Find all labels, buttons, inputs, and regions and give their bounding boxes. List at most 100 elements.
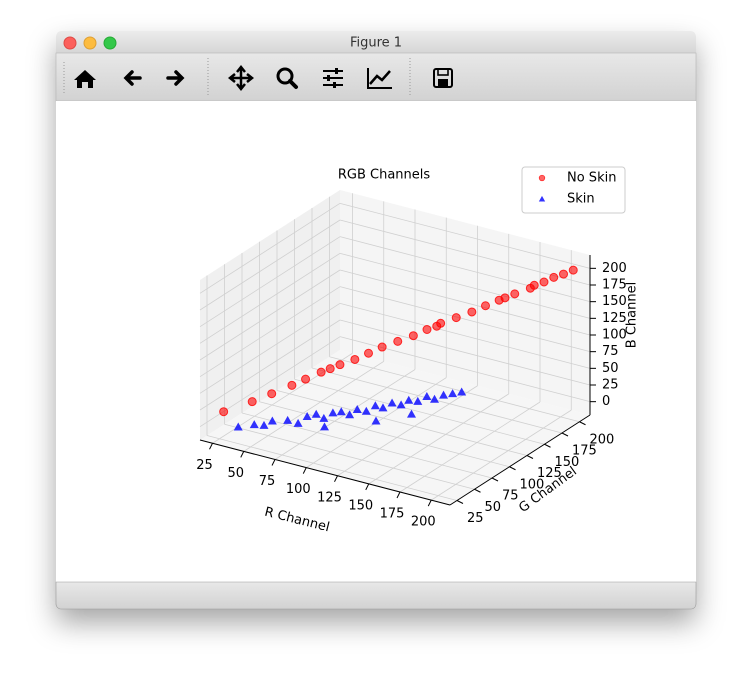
plot-3d: RGB Channels R Channel G Channel B Chann…	[196, 166, 640, 535]
data-point	[319, 413, 329, 422]
save-button[interactable]	[433, 68, 453, 88]
grid-line	[431, 409, 572, 501]
zoom-tool-button[interactable]	[276, 67, 298, 89]
legend-box	[521, 166, 626, 214]
tick-label: 25	[467, 511, 484, 526]
tick-label: 100	[602, 328, 627, 343]
grid-line	[294, 378, 545, 445]
tick-label: 100	[286, 482, 311, 497]
data-point	[219, 407, 229, 417]
tick-label: 175	[572, 444, 597, 459]
tick-mark	[579, 421, 586, 426]
tick-label: 25	[196, 458, 213, 473]
tick-label: 50	[602, 361, 619, 376]
tick-label: 0	[602, 394, 610, 409]
data-point	[396, 400, 406, 409]
forward-button[interactable]	[166, 70, 185, 86]
tick-label: 50	[227, 466, 244, 481]
series	[219, 265, 578, 417]
data-point	[371, 416, 381, 425]
data-point	[325, 364, 335, 374]
tick-mark	[509, 466, 516, 471]
data-point	[287, 380, 297, 390]
grid-line	[329, 356, 580, 423]
tick-label: 125	[602, 311, 627, 326]
data-point	[500, 293, 510, 303]
data-point	[467, 307, 477, 317]
data-point	[436, 318, 446, 328]
data-point	[259, 420, 269, 429]
data-point	[387, 398, 397, 407]
data-point	[370, 401, 380, 410]
data-point	[302, 411, 312, 420]
tick-mark	[526, 455, 534, 459]
grid-line	[339, 252, 591, 319]
x-axis-line	[199, 439, 451, 506]
tick-mark	[271, 459, 276, 466]
data-point	[335, 360, 345, 370]
tick-label: 125	[537, 466, 562, 481]
data-point	[328, 408, 338, 417]
chart-title: RGB Channels	[338, 168, 431, 183]
home-button[interactable]	[74, 70, 96, 88]
pan-button[interactable]	[227, 64, 255, 92]
tick-mark	[334, 475, 338, 482]
minimize-button[interactable]	[83, 36, 97, 50]
data-point	[407, 409, 416, 418]
tick-mark	[491, 477, 499, 482]
back-button[interactable]	[123, 70, 142, 86]
data-point	[364, 348, 373, 358]
data-point	[249, 420, 259, 429]
data-point	[559, 269, 568, 279]
data-point	[320, 422, 329, 431]
grid-line	[339, 236, 591, 303]
grid-line	[224, 423, 475, 490]
grid-line	[259, 401, 510, 468]
tick-mark	[561, 432, 569, 437]
data-point	[529, 280, 539, 290]
grid-line	[399, 401, 541, 493]
data-point	[361, 406, 371, 415]
tick-label: 50	[485, 500, 502, 515]
tick-label: 200	[602, 261, 627, 276]
data-point	[345, 410, 355, 419]
data-point	[350, 354, 360, 364]
tick-mark	[240, 451, 245, 458]
zoom-button[interactable]	[103, 36, 117, 50]
axes-panes	[199, 190, 591, 505]
data-point	[267, 389, 277, 399]
data-point	[422, 325, 432, 334]
tick-label: 75	[259, 474, 276, 489]
close-button[interactable]	[63, 36, 77, 50]
legend: No Skin Skin	[521, 166, 626, 214]
grid-line	[339, 219, 591, 286]
data-point	[439, 390, 449, 399]
y-axis-line	[449, 414, 591, 506]
grid-line	[339, 286, 591, 353]
data-point	[451, 313, 461, 323]
tick-label: 75	[502, 489, 519, 504]
data-point	[413, 396, 423, 405]
legend-marker	[538, 195, 546, 202]
tick-label: 125	[317, 490, 342, 505]
data-point	[378, 403, 388, 412]
data-point	[311, 409, 321, 418]
grid-line	[206, 435, 458, 501]
edit-axes-button[interactable]	[367, 68, 392, 89]
data-point	[247, 397, 257, 407]
tick-mark	[456, 500, 464, 504]
data-point	[430, 394, 439, 403]
grid-line	[199, 202, 341, 294]
data-point	[267, 416, 277, 425]
window-title: Figure 1	[350, 36, 402, 51]
data-point	[549, 272, 559, 282]
tick-label: 75	[602, 344, 619, 359]
configure-button[interactable]	[323, 68, 343, 88]
grid-line	[199, 269, 341, 361]
grid-line	[339, 319, 591, 386]
grid-line	[199, 302, 341, 394]
series	[233, 387, 467, 431]
tick-label: 25	[602, 378, 619, 393]
legend-label: Skin	[567, 192, 595, 207]
data-point	[316, 367, 326, 377]
